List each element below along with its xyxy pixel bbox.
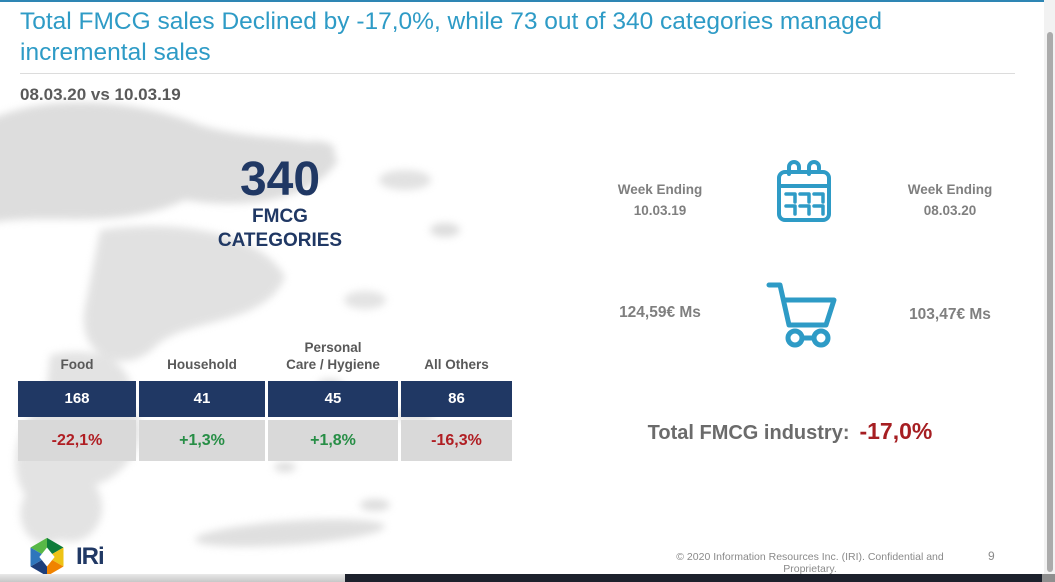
title-divider xyxy=(20,73,1015,74)
iri-logo: IRi xyxy=(26,536,105,578)
slide-title: Total FMCG sales Declined by -17,0%, whi… xyxy=(20,8,883,67)
page-number: 9 xyxy=(988,549,995,563)
table-header-personal-care: Personal Care / Hygiene xyxy=(286,339,380,373)
table-count-cell: 168 xyxy=(18,381,136,417)
total-industry-value: -17,0% xyxy=(859,418,933,444)
categories-label-categories: CATEGORIES xyxy=(217,230,343,252)
table-change-cell: -16,3% xyxy=(401,420,512,461)
table-change-cell: +1,8% xyxy=(268,420,398,461)
change-value: +1,3% xyxy=(179,432,225,449)
table-change-cell: +1,3% xyxy=(139,420,265,461)
week-ending-left-date: 10.03.19 xyxy=(633,202,687,218)
week-ending-left-label: Week Ending xyxy=(617,182,703,197)
copyright-text: © 2020 Information Resources Inc. (IRI).… xyxy=(676,551,944,575)
week-ending-right: Week Ending 08.03.20 xyxy=(865,180,1035,222)
table-count-cell: 86 xyxy=(401,381,512,417)
comparison-subtitle: 08.03.20 vs 10.03.19 xyxy=(20,85,181,104)
table-count-cell: 45 xyxy=(268,381,398,417)
window-bottom-bar xyxy=(345,574,1042,582)
shopping-cart-icon xyxy=(766,282,837,348)
category-table: Food Household Personal Care / Hygiene A… xyxy=(18,330,512,461)
vertical-scrollbar-thumb[interactable] xyxy=(1047,32,1053,572)
week-ending-left: Week Ending 10.03.19 xyxy=(575,180,745,222)
total-industry-label: Total FMCG industry: xyxy=(647,422,850,444)
sales-left-value: 124,59€ Ms xyxy=(619,304,701,321)
table-change-cell: -22,1% xyxy=(18,420,136,461)
categories-label-fmcg: FMCG xyxy=(252,206,308,228)
week-ending-right-date: 08.03.20 xyxy=(923,202,977,218)
change-value: +1,8% xyxy=(310,432,356,449)
categories-summary: 340 FMCG CATEGORIES xyxy=(165,153,395,253)
vertical-scrollbar-track xyxy=(1044,0,1055,574)
iri-logo-text: IRi xyxy=(76,543,105,570)
sales-right-value: 103,47€ Ms xyxy=(909,306,991,323)
scrollbar-corner xyxy=(1042,574,1055,582)
week-ending-right-label: Week Ending xyxy=(907,182,993,197)
table-count-cell: 41 xyxy=(139,381,265,417)
top-accent-line xyxy=(0,0,1055,2)
table-header-household: Household xyxy=(167,357,237,373)
table-count-row: 168 41 45 86 xyxy=(18,381,512,417)
change-value: -16,3% xyxy=(431,432,482,449)
categories-count: 340 xyxy=(239,153,321,206)
table-change-row: -22,1% +1,3% +1,8% -16,3% xyxy=(18,420,512,461)
iri-logo-icon xyxy=(30,537,64,577)
total-industry-row: Total FMCG industry: -17,0% xyxy=(580,418,1000,445)
table-header-row: Food Household Personal Care / Hygiene A… xyxy=(18,330,512,374)
calendar-icon xyxy=(777,160,831,222)
horizontal-scrollbar-thumb[interactable] xyxy=(0,574,345,582)
change-value: -22,1% xyxy=(51,432,103,449)
table-header-food: Food xyxy=(60,357,94,373)
table-header-all-others: All Others xyxy=(424,357,489,373)
